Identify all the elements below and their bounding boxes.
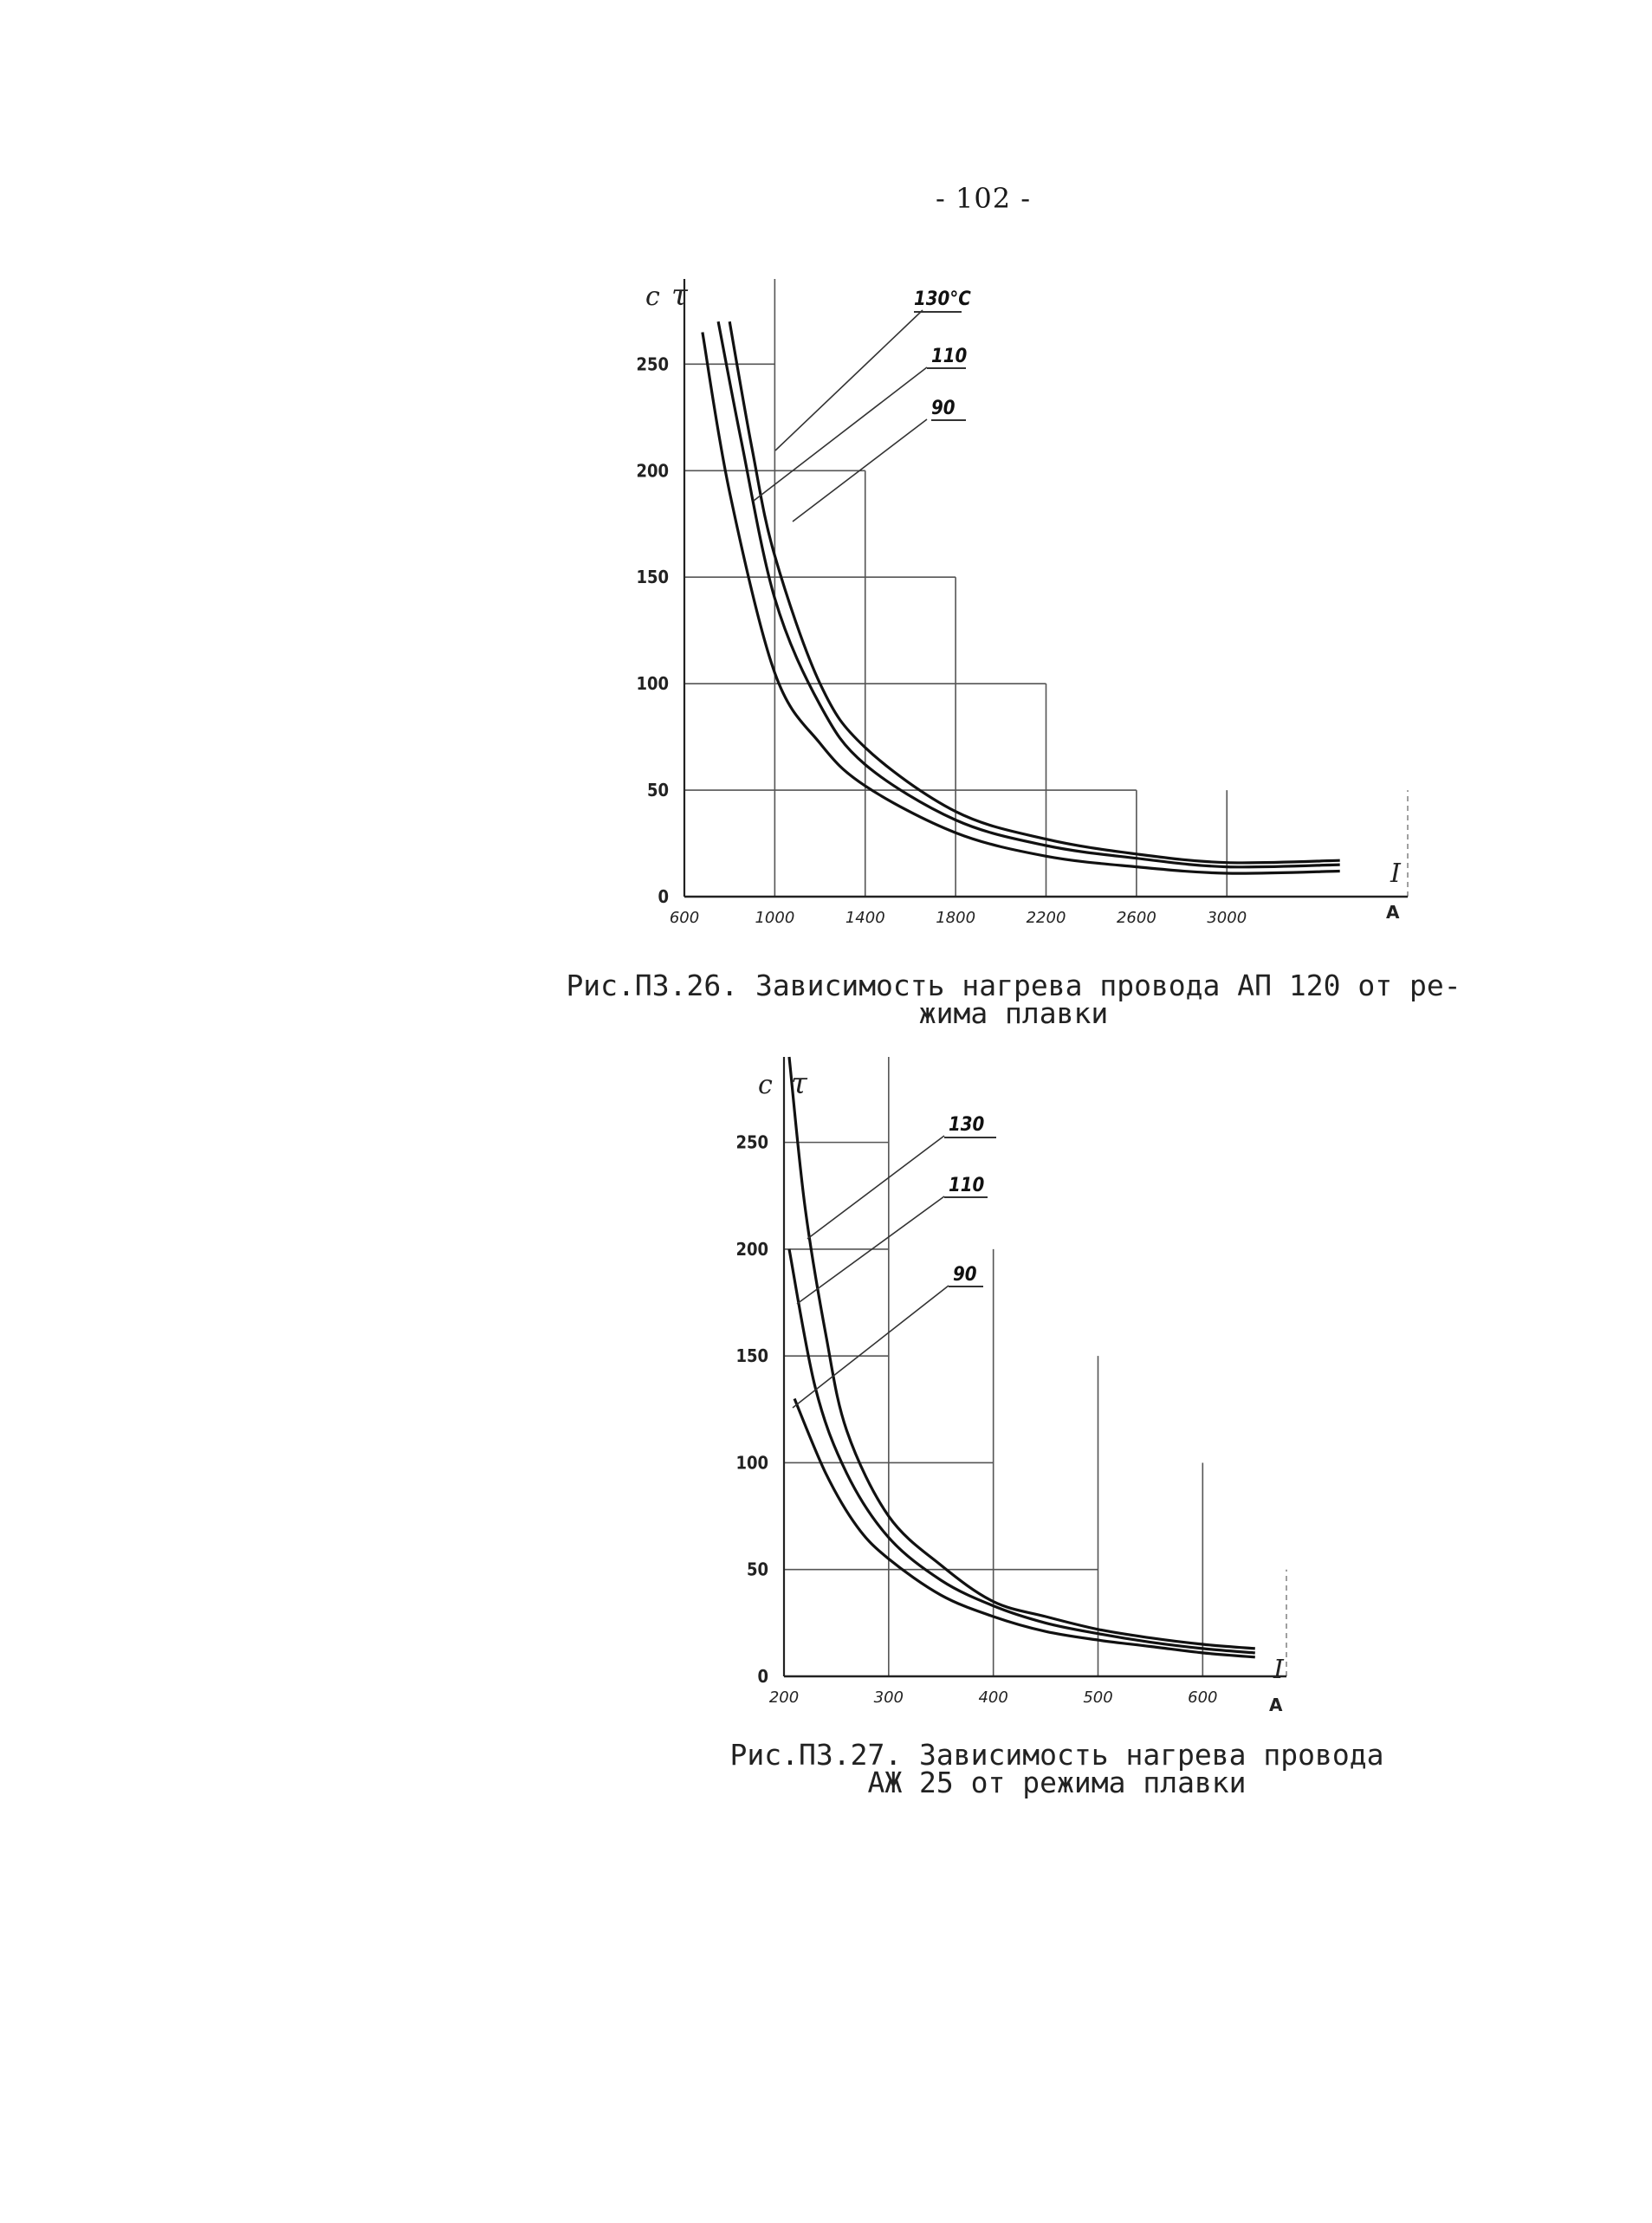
page-number: - 102 - xyxy=(936,182,1032,215)
series-label: 110 xyxy=(949,1175,985,1196)
x-axis-unit-label: A xyxy=(1386,902,1400,923)
series-label: 130 xyxy=(949,1114,985,1136)
x-tick-label: 300 xyxy=(874,1688,904,1707)
y-tick-label: 150 xyxy=(636,567,669,587)
x-tick-label: 600 xyxy=(1188,1688,1217,1707)
y-tick-label: 50 xyxy=(647,780,669,800)
series-label: 90 xyxy=(953,1264,977,1286)
series-line xyxy=(787,1248,1255,1655)
series-line xyxy=(716,321,1340,869)
figure-caption-1-line2: жима плавки xyxy=(918,996,1109,1030)
x-tick-label: 3000 xyxy=(1207,909,1247,927)
x-tick-label: 1800 xyxy=(936,909,975,927)
series-label: 130°C xyxy=(914,288,971,310)
x-axis-var-label: I xyxy=(1273,1655,1285,1685)
y-axis-var-label: τ xyxy=(791,1066,808,1101)
y-axis-unit-label: c xyxy=(645,282,660,312)
series-leader-line xyxy=(792,418,928,522)
series-label: 110 xyxy=(931,346,968,367)
series-leader-line xyxy=(753,366,928,502)
series-label: 90 xyxy=(931,398,956,419)
x-tick-label: 2600 xyxy=(1117,909,1156,927)
figure-caption-1: Рис.П3.26. Зависимость нагрева провода А… xyxy=(554,969,1473,1030)
x-tick-label: 500 xyxy=(1083,1688,1112,1707)
x-tick-label: 1000 xyxy=(755,909,794,927)
x-tick-label: 2200 xyxy=(1027,909,1066,927)
figure-caption-2-line2: АЖ 25 от режима плавки xyxy=(867,1766,1247,1799)
series-leader-line xyxy=(807,1135,945,1240)
y-tick-label: 0 xyxy=(658,886,669,907)
y-tick-label: 50 xyxy=(747,1559,768,1580)
series-line xyxy=(787,1056,1255,1650)
x-tick-label: 400 xyxy=(978,1688,1007,1707)
y-tick-label: 200 xyxy=(735,1239,768,1260)
y-tick-label: 250 xyxy=(636,353,669,374)
x-tick-label: 600 xyxy=(670,909,699,927)
x-tick-label: 1400 xyxy=(845,909,885,927)
y-tick-label: 200 xyxy=(636,460,669,481)
series-line xyxy=(701,332,1340,875)
x-axis-unit-label: A xyxy=(1269,1695,1283,1715)
y-tick-label: 250 xyxy=(735,1132,768,1153)
y-axis-var-label: τ xyxy=(671,278,689,313)
x-axis-var-label: I xyxy=(1390,859,1402,889)
series-line xyxy=(793,1397,1255,1659)
y-tick-label: 100 xyxy=(636,673,669,694)
y-axis-unit-label: c xyxy=(758,1070,773,1100)
figure-caption-1-line1: Рис.П3.26. Зависимость нагрева провода А… xyxy=(566,969,1461,1002)
y-tick-label: 0 xyxy=(757,1666,768,1687)
figure-caption-2: Рис.П3.27. Зависимость нагрева провода А… xyxy=(667,1738,1447,1799)
x-tick-label: 200 xyxy=(769,1688,799,1707)
series-leader-line xyxy=(792,1285,949,1409)
series-leader-line xyxy=(774,309,923,451)
series-line xyxy=(728,321,1340,865)
y-tick-label: 100 xyxy=(735,1452,768,1473)
figure-caption-2-line1: Рис.П3.27. Зависимость нагрева провода xyxy=(729,1738,1384,1772)
y-tick-label: 150 xyxy=(735,1345,768,1366)
series-leader-line xyxy=(796,1196,945,1305)
